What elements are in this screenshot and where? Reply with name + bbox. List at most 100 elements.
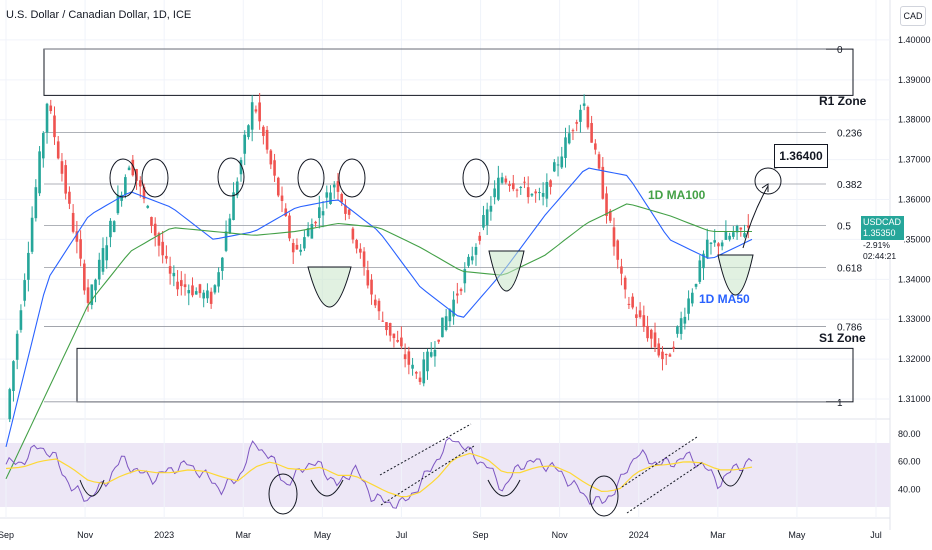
candle-body bbox=[310, 223, 314, 239]
candle-body bbox=[470, 256, 474, 261]
candle-body bbox=[605, 193, 608, 216]
candle-body bbox=[698, 260, 702, 282]
candle-body bbox=[743, 233, 746, 237]
candle-body bbox=[53, 115, 56, 138]
candle-body bbox=[269, 150, 273, 165]
candle-body bbox=[646, 325, 649, 339]
candle-body bbox=[120, 194, 123, 201]
candle-body bbox=[713, 240, 717, 243]
pattern-circle bbox=[141, 158, 169, 198]
candle-body bbox=[429, 352, 433, 357]
candle-body bbox=[198, 284, 202, 294]
rsi-arc bbox=[487, 479, 521, 497]
time-tick-label: Nov bbox=[552, 530, 569, 540]
candle-body bbox=[34, 187, 38, 219]
candle-body bbox=[124, 177, 127, 195]
candle-body bbox=[109, 220, 112, 238]
candle-body bbox=[168, 266, 172, 274]
candle-body bbox=[526, 187, 530, 198]
candle-body bbox=[366, 270, 370, 286]
rsi-arc bbox=[310, 479, 344, 497]
candle-body bbox=[422, 359, 426, 384]
candle-body bbox=[239, 160, 243, 175]
time-tick-label: Mar bbox=[710, 530, 726, 540]
candle-body bbox=[586, 107, 590, 128]
price-tick-label: 1.35000 bbox=[898, 234, 931, 244]
pattern-circle bbox=[462, 158, 490, 198]
candle-body bbox=[448, 309, 452, 322]
candle-body bbox=[105, 245, 109, 261]
candle-body bbox=[228, 218, 232, 234]
candle-body bbox=[90, 284, 94, 305]
price-tick-label: 1.38000 bbox=[898, 115, 931, 125]
pattern-circle bbox=[109, 158, 137, 198]
candle-body bbox=[138, 180, 142, 187]
candle-body bbox=[623, 277, 627, 290]
candle-body bbox=[206, 290, 209, 299]
candle-body bbox=[702, 253, 705, 269]
candle-body bbox=[746, 225, 750, 228]
candle-body bbox=[325, 192, 329, 198]
price-tick-label: 1.33000 bbox=[898, 314, 931, 324]
candle-body bbox=[276, 177, 280, 196]
candle-body bbox=[56, 141, 60, 159]
candle-body bbox=[549, 180, 552, 187]
time-tick-label: May bbox=[788, 530, 806, 540]
candle-body bbox=[250, 102, 254, 130]
fib-label: 1 bbox=[837, 398, 843, 409]
candle-body bbox=[351, 228, 355, 240]
fib-label: 0.786 bbox=[837, 322, 862, 333]
candle-body bbox=[370, 279, 373, 295]
candle-body bbox=[541, 193, 545, 197]
candle-body bbox=[344, 205, 347, 214]
candle-body bbox=[202, 292, 205, 299]
candle-body bbox=[150, 216, 153, 226]
candle-body bbox=[254, 109, 258, 112]
candle-body bbox=[612, 227, 616, 247]
candle-body bbox=[627, 303, 631, 305]
candle-body bbox=[661, 351, 664, 360]
pattern-arc bbox=[717, 254, 754, 296]
ma100-label: 1D MA100 bbox=[648, 188, 706, 202]
candle-body bbox=[590, 123, 593, 143]
candle-body bbox=[224, 231, 228, 251]
candle-body bbox=[27, 252, 30, 280]
time-tick-label: Mar bbox=[236, 530, 252, 540]
candle-body bbox=[489, 205, 493, 212]
candle-body bbox=[459, 289, 463, 292]
candle-body bbox=[284, 208, 288, 216]
candle-body bbox=[336, 181, 340, 192]
rsi-ma-line bbox=[5, 452, 753, 498]
price-tick-label: 1.31000 bbox=[898, 394, 931, 404]
candle-body bbox=[75, 231, 79, 242]
price-tick-label: 1.32000 bbox=[898, 354, 931, 364]
pattern-circle bbox=[297, 158, 325, 198]
candle-body bbox=[303, 237, 306, 249]
rsi-circle bbox=[268, 473, 298, 515]
price-tag: USDCAD 1.35350 -2.91% 02:44:21 bbox=[861, 216, 904, 261]
candle-body bbox=[71, 212, 75, 232]
candle-body bbox=[732, 232, 735, 237]
time-tick-label: May bbox=[314, 530, 332, 540]
candle-body bbox=[247, 125, 250, 138]
currency-button[interactable]: CAD bbox=[900, 6, 926, 26]
price-tick-label: 1.39000 bbox=[898, 75, 931, 85]
candle-body bbox=[176, 281, 179, 290]
price-tick-label: 1.37000 bbox=[898, 155, 931, 165]
rsi-band bbox=[0, 443, 890, 507]
candle-body bbox=[575, 122, 578, 124]
time-tick-label: Nov bbox=[77, 530, 94, 540]
candle-body bbox=[511, 183, 515, 190]
candle-body bbox=[720, 242, 724, 247]
candle-body bbox=[306, 228, 310, 237]
rsi-arc bbox=[717, 469, 744, 487]
candle-body bbox=[381, 320, 385, 322]
candle-body bbox=[86, 287, 90, 303]
price-tag-countdown: 02:44:21 bbox=[863, 251, 897, 261]
ma100-line bbox=[5, 203, 752, 480]
candle-body bbox=[649, 329, 653, 339]
time-tick-label: 2023 bbox=[154, 530, 174, 540]
candle-body bbox=[560, 156, 564, 168]
r1-zone-label: R1 Zone bbox=[819, 94, 867, 108]
